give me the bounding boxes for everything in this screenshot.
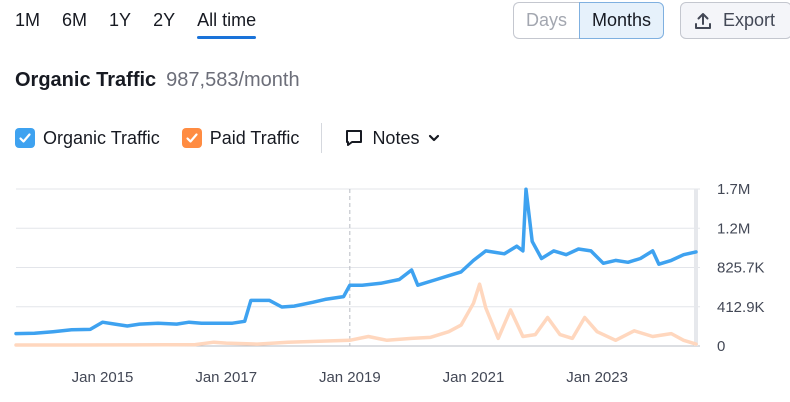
series-line-organic-traffic (14, 187, 698, 336)
x-tick-label: Jan 2023 (566, 369, 628, 386)
y-tick-label: 412.9K (717, 299, 765, 316)
range-tab-6m[interactable]: 6M (62, 10, 88, 30)
y-tick-label: 1.7M (717, 181, 750, 198)
series-line-paid-traffic (14, 282, 698, 347)
x-tick-label: Jan 2017 (195, 369, 257, 386)
range-tab-1m[interactable]: 1M (15, 10, 41, 30)
chevron-down-icon (429, 134, 440, 142)
x-tick-label: Jan 2015 (72, 369, 134, 386)
notes-dropdown[interactable]: Notes (344, 128, 441, 149)
range-tab-all-time[interactable]: All time (197, 6, 257, 39)
y-tick-label: 0 (717, 338, 725, 355)
traffic-chart: 1.7M 1.2M 825.7K 412.9K 0 Jan 2015 Jan 2017 Ja… (0, 170, 790, 402)
y-axis-ticks: 1.7M 1.2M 825.7K 412.9K 0 (717, 181, 765, 355)
export-label: Export (723, 10, 776, 30)
notes-icon (346, 130, 363, 146)
organic-checkbox-icon[interactable] (15, 128, 35, 148)
x-tick-label: Jan 2019 (319, 369, 381, 386)
paid-checkbox-icon[interactable] (181, 128, 202, 148)
chart-grid (16, 188, 700, 347)
export-button[interactable]: Export (680, 2, 790, 39)
y-tick-label: 825.7K (717, 260, 765, 277)
traffic-value: 987,583/month (166, 69, 300, 91)
x-axis-ticks: Jan 2015 Jan 2017 Jan 2019 Jan 2021 Jan 2023 (72, 369, 628, 386)
legend-paid-label: Paid Traffic (209, 127, 300, 148)
days-button[interactable]: Days (513, 2, 580, 39)
y-tick-label: 1.2M (717, 220, 750, 237)
months-button[interactable]: Months (579, 2, 665, 39)
legend-organic-label: Organic Traffic (43, 127, 160, 148)
granularity-toggle: Days Months (513, 2, 665, 39)
legend-paid-traffic[interactable]: Paid Traffic (181, 127, 300, 149)
legend-divider (321, 123, 323, 153)
chart-right-edge (694, 189, 698, 346)
page-title: Organic Traffic (15, 69, 157, 91)
upload-icon (695, 12, 711, 29)
time-range-tabs: 1M 6M 1Y 2Y All time (15, 6, 278, 39)
range-tab-2y[interactable]: 2Y (153, 10, 176, 30)
chart-series (14, 187, 698, 347)
legend-organic-traffic[interactable]: Organic Traffic (15, 128, 160, 149)
chart-legend: Organic Traffic Paid Traffic Notes (15, 123, 441, 153)
range-tab-1y[interactable]: 1Y (109, 10, 132, 30)
x-tick-label: Jan 2021 (443, 369, 505, 386)
chart-header: Organic Traffic 987,583/month (15, 69, 300, 92)
notes-label: Notes (372, 127, 420, 148)
